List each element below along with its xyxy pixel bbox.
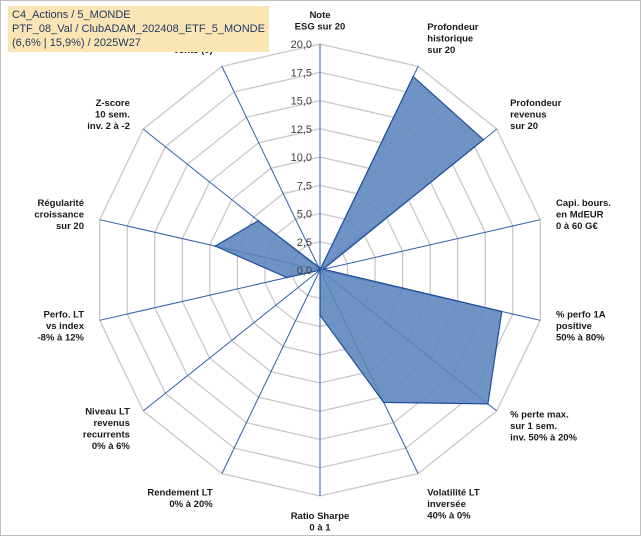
axis-label-line: 0 à 60 G€ (556, 221, 598, 232)
axis-label-line: sur 20 (510, 121, 538, 132)
axis-label: Note ESG sur 20 (295, 10, 346, 33)
axis-spoke (142, 269, 321, 412)
axis-label-line: inv. 2 à -2 (87, 121, 130, 132)
axis-label-line: Ratio Sharpe (291, 511, 350, 522)
axis-label: Capi. bours. en MdEUR 0 à 60 G€ (556, 198, 611, 232)
axis-label-line: revenus (93, 418, 129, 429)
data-point (487, 403, 489, 405)
title-line-1: C4_Actions / 5_MONDE (12, 9, 131, 21)
axis-label-line: inv. 50% à 20% (510, 433, 577, 444)
chart-title-box: C4_Actions / 5_MONDE PTF_08_Val / ClubAD… (8, 6, 269, 52)
axis-label-line: 10 sem. (95, 109, 130, 120)
axis-label-line: Volatilité LT (427, 487, 480, 498)
data-point (317, 266, 320, 268)
axis-label-line: 40% à 0% (427, 510, 471, 521)
axis-label: Profondeur historique sur 20 (427, 22, 478, 56)
axis-label-line: en MdEUR (556, 210, 604, 221)
axis-label-line: Niveau LT (85, 406, 130, 417)
tick-label: 0,0 (297, 265, 312, 277)
axis-label: Perfo. LT vs index -8% à 12% (38, 309, 85, 343)
axis-label-line: Perfo. LT (44, 309, 85, 320)
axis-label: Régularité croissance sur 20 (34, 198, 84, 232)
axis-label-line: 50% à 80% (556, 332, 605, 343)
axis-label: Rendement LT 0% à 20% (147, 487, 213, 510)
axis-label-line: recurrents (83, 429, 130, 440)
axis-label: Ratio Sharpe 0 à 1 (291, 511, 350, 534)
axis-label-line: Profondeur (510, 98, 561, 109)
axis-spoke (99, 269, 321, 321)
axis-label-line: vs index (46, 321, 85, 332)
axis-label-line: revenus (510, 109, 546, 120)
axis-label-line: -8% à 12% (38, 332, 85, 343)
data-point (319, 314, 321, 317)
axis-spoke (319, 219, 541, 271)
data-point (322, 268, 325, 271)
tick-label: 20,0 (291, 39, 312, 51)
tick-label: 10,0 (291, 152, 312, 164)
tick-label: 12,5 (291, 124, 312, 136)
tick-label: 2,5 (297, 237, 312, 249)
axis-spoke (221, 66, 321, 271)
radar-tick-labels: 0,0 2,5 5,0 7,5 10,0 12,5 15,0 17,5 20,0 (291, 39, 312, 277)
axis-label-line: sur 20 (56, 221, 84, 232)
axis-label-line: 0% à 20% (169, 499, 213, 510)
tick-label: 15,0 (291, 96, 312, 108)
axis-label-line: ESG sur 20 (295, 22, 346, 33)
data-point (382, 401, 385, 404)
tick-label: 7,5 (297, 180, 312, 192)
data-point (501, 310, 503, 313)
axis-label-line: Capi. bours. (556, 198, 611, 209)
title-line-2: PTF_08_Val / ClubADAM_202408_ETF_5_MONDE (12, 23, 265, 35)
axis-label: Niveau LT revenus recurrents 0% à 6% (83, 406, 131, 452)
data-point (319, 269, 321, 271)
data-point (482, 138, 485, 141)
axis-label-line: positive (556, 321, 592, 332)
axis-label-line: Profondeur (427, 22, 478, 33)
title-line-3: (6,6% | 15,9%) / 2025W27 (12, 37, 141, 49)
data-point (286, 276, 288, 279)
axis-label: Volatilité LT inversée 40% à 0% (427, 487, 480, 521)
radar-axis-labels: Note ESG sur 20 Profondeur historique sur 20… (34, 10, 611, 534)
axis-label-line: Régularité (38, 198, 84, 209)
axis-label-line: croissance (34, 210, 84, 221)
axis-label: Z-score 10 sem. inv. 2 à -2 (87, 98, 130, 132)
radar-series (213, 75, 503, 405)
data-point (412, 75, 415, 78)
axis-label-line: 0 à 1 (309, 523, 331, 534)
axis-label: % perfo 1A positive 50% à 80% (556, 309, 606, 343)
axis-label-line: % perte max. (510, 410, 569, 421)
axis-label-line: Note (309, 10, 330, 21)
axis-label-line: sur 1 sem. (510, 421, 557, 432)
axis-label-line: sur 20 (427, 45, 455, 56)
axis-label-line: % perfo 1A (556, 309, 606, 320)
axis-label-line: Rendement LT (147, 487, 212, 498)
axis-label-line: Z-score (96, 98, 130, 109)
axis-label: % perte max. sur 1 sem. inv. 50% à 20% (510, 410, 577, 444)
series-polygon (213, 75, 503, 405)
data-point (257, 219, 260, 222)
axis-label-line: historique (427, 34, 473, 45)
tick-label: 5,0 (297, 209, 312, 221)
tick-label: 17,5 (291, 67, 312, 79)
data-point (214, 245, 217, 247)
axis-label-line: 0% à 6% (92, 441, 131, 452)
axis-label-line: inversée (427, 499, 466, 510)
axis-spoke (221, 269, 321, 474)
axis-label: Profondeur revenus sur 20 (510, 98, 561, 132)
